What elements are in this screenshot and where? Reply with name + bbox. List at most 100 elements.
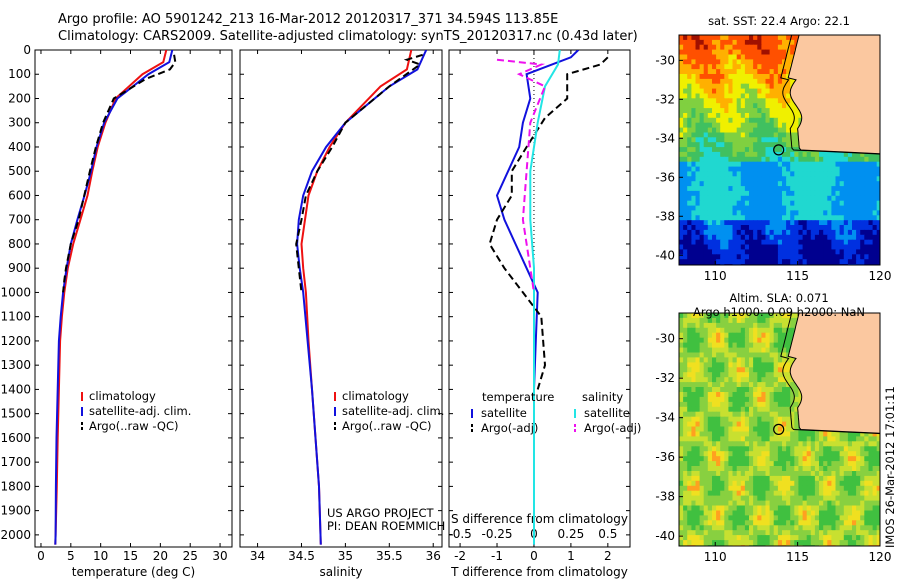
map-cell <box>699 525 705 531</box>
map-cell <box>749 387 754 393</box>
map-cell <box>765 367 771 373</box>
map-cell <box>872 490 878 497</box>
map-cell <box>679 215 684 221</box>
map-cell <box>724 490 729 497</box>
map-cell <box>777 225 783 231</box>
map-cell <box>707 535 713 541</box>
map-cell <box>707 220 713 226</box>
map-cell <box>757 156 762 163</box>
map-cell <box>757 520 762 526</box>
map-cell <box>687 406 692 413</box>
map-cell <box>819 161 824 168</box>
map-cell <box>773 93 779 99</box>
map-cell <box>720 446 725 452</box>
map-cell <box>732 59 738 65</box>
map-cell <box>761 161 767 168</box>
map-cell <box>794 195 799 202</box>
map-cell <box>864 229 869 236</box>
map-cell <box>679 401 684 408</box>
map-cell <box>757 176 762 182</box>
map-cell <box>819 515 824 521</box>
map-cell <box>769 234 775 241</box>
map-cell <box>876 466 880 472</box>
map-cell <box>720 137 725 143</box>
map-cell <box>757 495 762 502</box>
map-cell <box>740 98 746 104</box>
map-cell <box>810 451 816 457</box>
map-cell <box>847 485 853 492</box>
salinity-diff-tick-label: 0.25 <box>558 527 585 541</box>
map-cell <box>736 122 742 129</box>
map-cell <box>769 495 775 502</box>
map-cell <box>769 171 775 177</box>
map-cell <box>699 69 705 75</box>
map-cell <box>736 377 742 383</box>
map-cell <box>777 347 783 354</box>
map-cell <box>819 466 824 472</box>
map-cell <box>757 347 762 354</box>
map-cell <box>736 490 742 497</box>
map-cell <box>773 317 779 324</box>
map-cell <box>703 220 709 226</box>
map-cell <box>790 234 795 241</box>
map-cell <box>757 332 762 339</box>
map-cell <box>720 74 725 80</box>
map-cell <box>728 220 734 226</box>
map-cell <box>691 466 697 472</box>
map-cell <box>679 530 684 536</box>
map-cell <box>757 451 762 457</box>
map-cell <box>753 446 758 452</box>
map-cell <box>847 451 853 457</box>
salinity-series-argo-raw-qc- <box>295 53 423 293</box>
map-cell <box>691 147 697 153</box>
map-cell <box>765 490 771 497</box>
map-cell <box>703 205 709 212</box>
map-cell <box>707 367 713 373</box>
map-cell <box>749 244 754 250</box>
map-cell <box>720 113 725 119</box>
map-cell <box>773 530 779 536</box>
map-cell <box>786 78 791 85</box>
map-cell <box>753 113 758 119</box>
map-cell <box>773 166 779 173</box>
map-cell <box>736 317 742 324</box>
map-cell <box>761 411 767 418</box>
map-cell <box>757 54 762 60</box>
map-cell <box>716 367 721 373</box>
map-cell <box>703 480 709 487</box>
map-cell <box>703 540 709 546</box>
map-cell <box>724 74 729 80</box>
map-cell <box>835 520 841 526</box>
map-cell <box>707 317 713 324</box>
map-cell <box>736 436 742 442</box>
map-cell <box>753 181 758 187</box>
map-cell <box>773 416 779 423</box>
map-cell <box>856 215 861 221</box>
map-cell <box>835 490 841 497</box>
map-cell <box>782 181 787 187</box>
map-cell <box>786 151 791 158</box>
map-cell <box>757 249 762 255</box>
map-cell <box>703 64 709 70</box>
map-cell <box>707 98 713 104</box>
map-cell <box>868 446 874 452</box>
map-cell <box>740 327 746 334</box>
map-cell <box>868 525 874 531</box>
map-cell <box>683 69 688 75</box>
map-cell <box>687 83 692 90</box>
map-cell <box>691 401 697 408</box>
map-cell <box>860 515 865 521</box>
map-cell <box>790 441 795 447</box>
map-cell <box>699 205 705 212</box>
map-cell <box>691 480 697 487</box>
map-cell <box>691 195 697 202</box>
sst_map-float-marker <box>773 144 785 156</box>
map-cell <box>831 181 837 187</box>
map-cell <box>798 249 804 255</box>
map-cell <box>744 195 750 202</box>
map-cell <box>687 108 692 114</box>
map-cell <box>777 35 783 41</box>
map-cell <box>769 510 775 516</box>
map-cell <box>695 441 701 447</box>
map-cell <box>707 44 713 51</box>
